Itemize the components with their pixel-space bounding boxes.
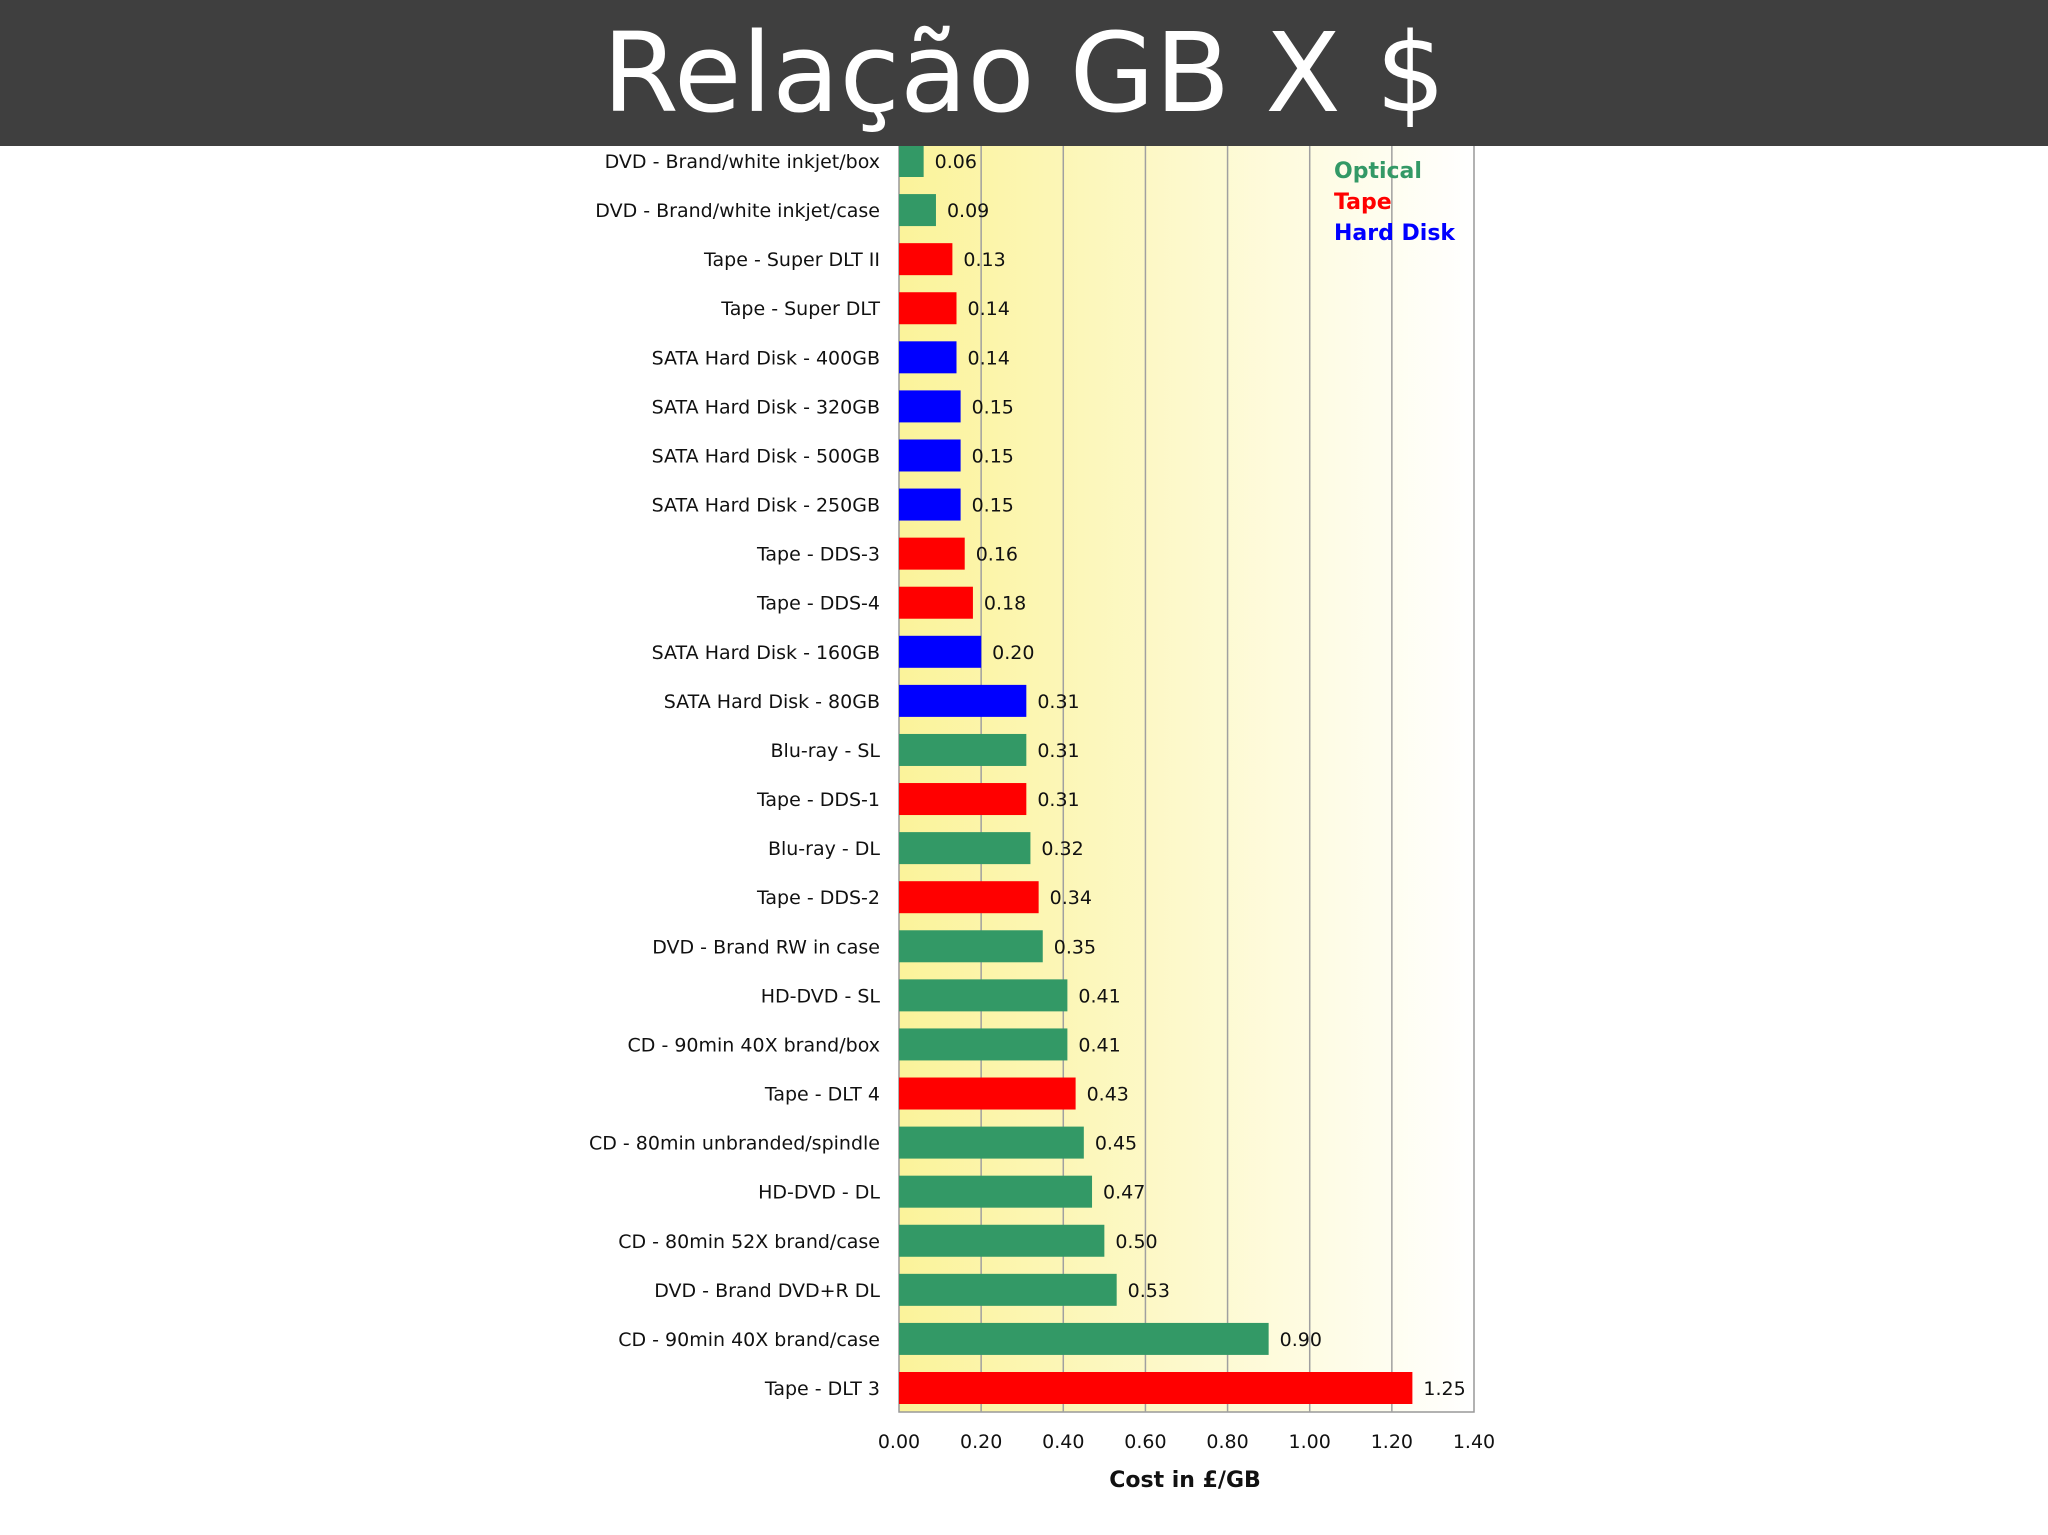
value-label: 0.34 — [1050, 887, 1092, 909]
bar — [899, 733, 1027, 766]
value-label: 0.13 — [963, 249, 1005, 271]
value-label: 0.35 — [1054, 936, 1096, 958]
bar — [899, 635, 982, 668]
bar — [899, 832, 1031, 865]
bar — [899, 930, 1043, 963]
category-label: SATA Hard Disk - 320GB — [652, 396, 880, 418]
category-label: Blu-ray - DL — [768, 838, 880, 860]
category-label: SATA Hard Disk - 400GB — [652, 347, 880, 369]
category-label: HD-DVD - SL — [761, 985, 881, 1007]
bar — [899, 537, 965, 570]
category-label: DVD - Brand RW in case — [652, 936, 880, 958]
value-label: 0.47 — [1103, 1182, 1145, 1204]
category-label: HD-DVD - DL — [758, 1182, 880, 1204]
bar — [899, 1175, 1093, 1208]
value-label: 0.14 — [968, 298, 1010, 320]
value-label: 0.43 — [1087, 1084, 1129, 1106]
value-label: 0.41 — [1078, 1034, 1120, 1056]
category-label: Blu-ray - SL — [771, 740, 881, 762]
x-tick-label: 0.00 — [878, 1431, 920, 1453]
x-axis-title: Cost in £/GB — [1109, 1468, 1261, 1493]
category-label: CD - 90min 40X brand/case — [618, 1329, 880, 1351]
value-label: 0.53 — [1128, 1280, 1170, 1302]
category-label: Tape - DLT 3 — [764, 1378, 880, 1400]
value-label: 0.06 — [935, 151, 977, 173]
bar — [899, 1028, 1068, 1061]
bar — [899, 881, 1039, 914]
bar — [899, 292, 957, 325]
title-bar — [0, 0, 2048, 146]
x-tick-label: 1.20 — [1371, 1431, 1413, 1453]
value-label: 0.15 — [972, 495, 1014, 517]
value-label: 0.31 — [1037, 789, 1079, 811]
category-label: SATA Hard Disk - 500GB — [652, 445, 880, 467]
category-label: Tape - DDS-2 — [756, 887, 880, 909]
x-tick-label: 1.00 — [1289, 1431, 1331, 1453]
value-label: 0.16 — [976, 544, 1018, 566]
bar — [899, 979, 1068, 1012]
value-label: 0.14 — [968, 347, 1010, 369]
category-label: Tape - Super DLT II — [703, 249, 880, 271]
bar — [899, 1077, 1076, 1110]
bar — [899, 783, 1027, 816]
bar — [899, 684, 1027, 717]
bar — [899, 145, 924, 177]
value-label: 0.50 — [1115, 1231, 1157, 1253]
bar — [899, 1322, 1269, 1355]
category-label: DVD - Brand/white inkjet/case — [595, 200, 880, 222]
bar — [899, 1273, 1117, 1306]
category-label: CD - 80min unbranded/spindle — [589, 1133, 880, 1155]
x-tick-label: 1.40 — [1453, 1431, 1495, 1453]
bar — [899, 243, 953, 276]
category-label: SATA Hard Disk - 250GB — [652, 495, 880, 517]
value-label: 0.32 — [1041, 838, 1083, 860]
category-label: Tape - Super DLT — [720, 298, 880, 320]
legend-entry: Optical — [1334, 159, 1422, 184]
category-label: Tape - DDS-1 — [756, 789, 880, 811]
x-tick-label: 0.20 — [960, 1431, 1002, 1453]
value-label: 0.18 — [984, 593, 1026, 615]
value-label: 0.20 — [992, 642, 1034, 664]
value-label: 0.31 — [1037, 691, 1079, 713]
category-label: SATA Hard Disk - 80GB — [664, 691, 880, 713]
plot-area — [898, 137, 1475, 1413]
bar — [899, 341, 957, 374]
value-label: 0.31 — [1037, 740, 1079, 762]
bar — [899, 488, 961, 521]
value-label: 0.15 — [972, 396, 1014, 418]
category-label: CD - 80min 52X brand/case — [618, 1231, 880, 1253]
value-label: 0.15 — [972, 445, 1014, 467]
category-label: CD - 90min 40X brand/box — [628, 1034, 880, 1056]
category-label: Tape - DDS-4 — [756, 593, 880, 615]
value-label: 0.45 — [1095, 1133, 1137, 1155]
bar — [899, 586, 973, 619]
x-tick-label: 0.80 — [1206, 1431, 1248, 1453]
category-label: DVD - Brand/white inkjet/box — [605, 151, 880, 173]
legend-entry: Tape — [1334, 190, 1392, 215]
bar — [899, 194, 936, 227]
value-label: 0.90 — [1280, 1329, 1322, 1351]
x-tick-label: 0.60 — [1124, 1431, 1166, 1453]
value-label: 1.25 — [1423, 1378, 1465, 1400]
category-label: Tape - DLT 4 — [764, 1084, 880, 1106]
slide-title: Relação GB X $ — [602, 9, 1446, 137]
value-label: 0.09 — [947, 200, 989, 222]
category-label: Tape - DDS-3 — [756, 544, 880, 566]
bar — [899, 1224, 1105, 1257]
bar — [899, 390, 961, 423]
category-label: SATA Hard Disk - 160GB — [652, 642, 880, 664]
value-label: 0.41 — [1078, 985, 1120, 1007]
x-tick-label: 0.40 — [1042, 1431, 1084, 1453]
legend-entry: Hard Disk — [1334, 221, 1456, 246]
bar — [899, 1126, 1084, 1159]
bar — [899, 439, 961, 472]
category-label: DVD - Brand DVD+R DL — [654, 1280, 880, 1302]
bar — [899, 1372, 1413, 1404]
